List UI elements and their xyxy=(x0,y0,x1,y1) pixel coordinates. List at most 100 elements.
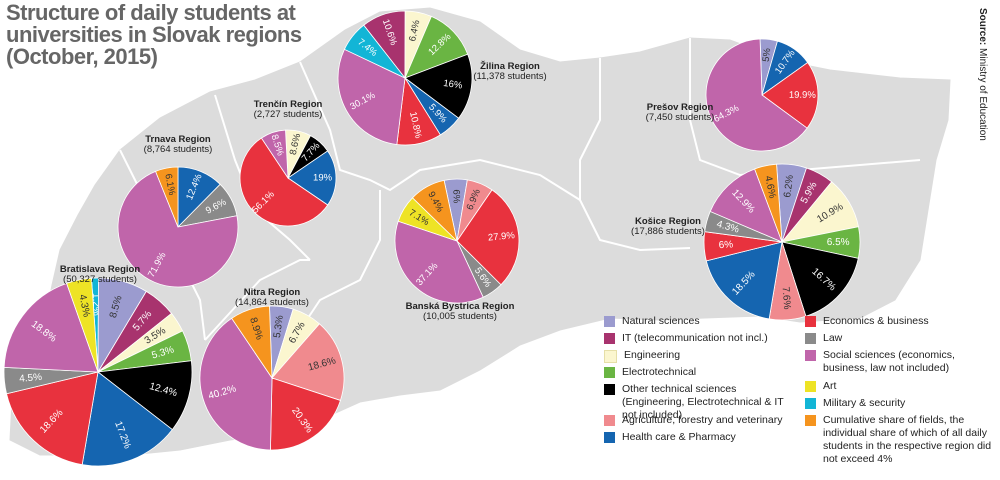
slice-label-tren-n-region-health-care: 19% xyxy=(313,172,333,183)
slice-label-tren-n-region-engineering: 8.6% xyxy=(288,132,304,156)
legend-swatch xyxy=(604,333,615,344)
region-label-bratislava-region: Bratislava Region (50,327 students) xyxy=(20,265,180,285)
slice-bratislava-region-health-care xyxy=(81,371,173,467)
region-label-pre-ov-region: Prešov Region (7,450 students) xyxy=(600,103,760,123)
slice-label-trnava-region-cumulative: 6.1% xyxy=(162,173,177,197)
legend-swatch xyxy=(805,415,816,426)
legend-swatch xyxy=(805,398,816,409)
legend-label: Natural sciences xyxy=(622,315,700,327)
legend-label: Engineering xyxy=(624,349,681,361)
slice-bansk-bystrica-region-cumulative xyxy=(411,179,458,243)
legend-label: Electrotechnical xyxy=(622,366,697,378)
legend-item-engineering: Engineering xyxy=(604,349,794,363)
legend-label: Cumulative share of fields, the individu… xyxy=(823,414,992,465)
slice-ko-ice-region-cumulative xyxy=(754,163,783,243)
region-student-count: (7,450 students) xyxy=(645,112,715,123)
slice-label-ilina-region-engineering: 6.4% xyxy=(407,19,422,43)
pie-tren-n-region: 8.6%7.7%19%56.1%8.5% xyxy=(239,129,337,227)
legend-item-it: IT (telecommunication not incl.) xyxy=(604,332,794,345)
region-name: Bratislava Region xyxy=(59,264,141,275)
region-label-nitra-region: Nitra Region (14,864 students) xyxy=(192,288,352,308)
legend-item-health-care: Health care & Pharmacy xyxy=(604,431,794,444)
source-text: Ministry of Education xyxy=(977,48,988,141)
region-label-tren-n-region: Trenčín Region (2,727 students) xyxy=(208,100,368,120)
legend-label: Agriculture, forestry and veterinary xyxy=(622,414,783,426)
legend-swatch xyxy=(604,350,617,363)
slice-label-bratislava-region-military: 1.2% xyxy=(90,293,102,316)
region-name: Žilina Region xyxy=(480,61,540,72)
slice-ilina-region-other-technical xyxy=(404,53,473,119)
legend-swatch xyxy=(805,316,816,327)
legend-item-electrotechnical: Electrotechnical xyxy=(604,366,794,379)
region-label-ko-ice-region: Košice Region (17,886 students) xyxy=(588,217,748,237)
legend-swatch xyxy=(604,316,615,327)
legend-item-social-sciences: Social sciences (economics, business, la… xyxy=(805,349,993,375)
slice-ko-ice-region-other-technical xyxy=(781,241,859,317)
legend-swatch xyxy=(604,432,615,443)
region-student-count: (17,886 students) xyxy=(631,226,705,237)
slice-ko-ice-region-health-care xyxy=(705,241,783,320)
legend-swatch xyxy=(604,384,615,395)
legend-swatch xyxy=(805,381,816,392)
slice-label-ko-ice-region-natural-sciences: 6.2% xyxy=(782,174,796,198)
slice-label-bratislava-region-art: 4.3% xyxy=(76,293,91,318)
pie-ko-ice-region: 6.2% 5.9%10.9%6.5%16.7%7.6%18.5%6%4.3%12.… xyxy=(703,163,861,321)
legend-swatch xyxy=(604,367,615,378)
slice-label-ko-ice-region-agriculture: 7.6% xyxy=(780,286,793,310)
region-name: Trenčín Region xyxy=(253,99,323,110)
slice-trnava-region-social-sciences xyxy=(117,170,239,288)
region-name: Prešov Region xyxy=(646,102,714,113)
slice-ilina-region-military xyxy=(343,24,406,79)
legend-label: Military & security xyxy=(823,397,906,409)
legend-swatch xyxy=(805,350,816,361)
region-name: Banská Bystrica Region xyxy=(405,301,515,312)
slice-tren-n-region-economics xyxy=(239,137,329,227)
slice-tren-n-region-social-sciences xyxy=(260,129,289,180)
legend-label: Social sciences (economics, business, la… xyxy=(823,349,955,374)
region-label-bansk-bystrica-region: Banská Bystrica Region (10,005 students) xyxy=(380,302,540,322)
slice-label-ilina-region-other-technical: 16% xyxy=(443,78,464,92)
slice-bansk-bystrica-region-social-sciences xyxy=(394,220,484,304)
region-name: Nitra Region xyxy=(243,287,301,298)
slice-bratislava-region-economics xyxy=(6,371,99,466)
slice-label-pre-ov-region-natural-sciences: 5% xyxy=(761,47,774,63)
pie-ilina-region: 10.6% 6.4%12.8%16%5.9%10.8%30.1%7.4% xyxy=(337,10,473,146)
region-student-count: (14,864 students) xyxy=(235,297,309,308)
slice-label-ko-ice-region-electrotechnical: 6.5% xyxy=(827,237,850,248)
region-name: Košice Region xyxy=(635,216,701,227)
slice-ilina-region-social-sciences xyxy=(337,48,406,145)
source-label: Source: xyxy=(977,8,988,46)
pie-bratislava-region: 1.2% 8.5%5.7%3.5%5.3%12.4%17.2%18.6%4.5%1… xyxy=(3,277,193,467)
slice-label-nitra-region-natural-sciences: 5.3% xyxy=(272,315,286,339)
pie-bansk-bystrica-region: 6% 6.9%27.9%5.6%37.1%7.1%9.4% xyxy=(394,178,520,304)
region-student-count: (2,727 students) xyxy=(253,109,323,120)
region-label-ilina-region: Žilina Region (11,378 students) xyxy=(430,62,590,82)
title-line-3: (October, 2015) xyxy=(6,44,158,69)
region-student-count: (50,327 students) xyxy=(63,274,137,285)
legend-swatch xyxy=(604,415,615,426)
title-line-1: Structure of daily students at xyxy=(6,0,296,25)
region-student-count: (8,764 students) xyxy=(143,144,213,155)
slice-label-ko-ice-region-cumulative: 4.6% xyxy=(762,175,778,200)
legend-swatch xyxy=(805,333,816,344)
slice-nitra-region-agriculture xyxy=(271,323,345,401)
legend-item-agriculture: Agriculture, forestry and veterinary xyxy=(604,414,794,427)
slice-label-pre-ov-region-economics: 19.9% xyxy=(789,90,817,101)
legend-label: Art xyxy=(823,380,837,392)
legend-item-natural-sciences: Natural sciences xyxy=(604,315,794,328)
slice-trnava-region-cumulative xyxy=(155,166,179,228)
slice-label-bansk-bystrica-region-economics: 27.9% xyxy=(488,230,516,244)
slice-nitra-region-cumulative xyxy=(231,305,273,380)
region-student-count: (11,378 students) xyxy=(473,71,547,82)
legend-label: Economics & business xyxy=(823,315,929,327)
slice-bratislava-region-social-sciences xyxy=(3,282,99,373)
slice-tren-n-region-health-care xyxy=(287,150,337,206)
legend-label: Health care & Pharmacy xyxy=(622,431,736,443)
chart-title: Structure of daily students at universit… xyxy=(6,2,306,68)
slice-bratislava-region-art xyxy=(66,277,99,373)
legend-label: Law xyxy=(823,332,843,344)
region-label-trnava-region: Trnava Region (8,764 students) xyxy=(98,135,258,155)
source-note: Source: Ministry of Education xyxy=(968,8,994,141)
slice-nitra-region-economics xyxy=(270,377,341,451)
slice-ko-ice-region-social-sciences xyxy=(709,168,783,243)
